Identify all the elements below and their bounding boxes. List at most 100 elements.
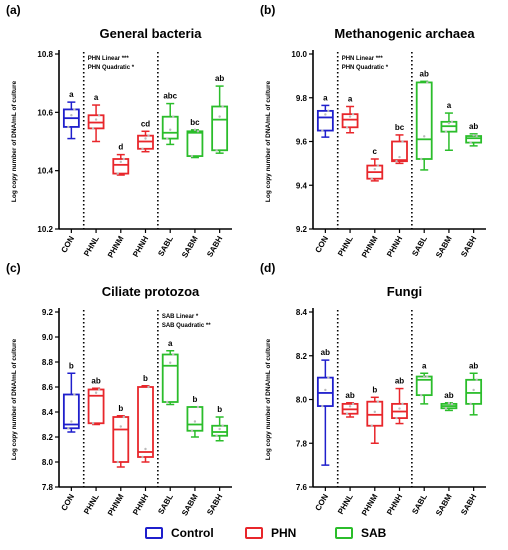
data-point: [345, 126, 349, 129]
data-point: [70, 113, 73, 117]
box-sabm: [440, 112, 458, 151]
box-iqr: [186, 130, 204, 157]
box-phnm: [112, 153, 130, 176]
x-tick-label: PHNM: [106, 234, 126, 259]
significance-annotation: PHN Quadratic *: [342, 65, 389, 71]
panel-title: Fungi: [387, 284, 422, 299]
box-phnm: [112, 415, 130, 468]
data-point: [141, 455, 144, 459]
data-point: [169, 128, 172, 131]
y-tick-label: 9.4: [296, 181, 308, 190]
y-tick-label: 8.0: [296, 396, 308, 405]
box-sabm: [186, 128, 204, 159]
significance-letter: a: [348, 95, 353, 104]
significance-letter: b: [118, 404, 123, 413]
x-tick-label: SABM: [434, 234, 454, 259]
box-iqr: [341, 113, 359, 129]
data-point: [447, 121, 451, 125]
x-tick-label: CON: [59, 492, 76, 512]
box-phnh: [391, 387, 408, 425]
data-point: [73, 393, 76, 396]
significance-letter: ab: [469, 122, 478, 131]
x-tick-label: CON: [313, 234, 330, 254]
box-sabl: [161, 102, 179, 146]
data-point: [469, 402, 472, 406]
data-point: [370, 177, 373, 180]
y-tick-label: 9.8: [296, 94, 308, 103]
significance-letter: d: [118, 143, 123, 152]
x-tick-label: PHNM: [360, 234, 380, 259]
box-iqr: [415, 81, 433, 160]
data-point: [321, 404, 324, 408]
y-tick-label: 8.2: [42, 433, 54, 442]
significance-letter: ab: [444, 391, 453, 400]
x-tick-label: SABH: [205, 234, 224, 258]
data-point: [196, 130, 200, 133]
box-phnl: [87, 387, 105, 426]
data-point: [376, 164, 379, 167]
y-tick-label: 7.8: [42, 483, 54, 492]
data-point: [395, 416, 398, 420]
significance-letter: a: [422, 361, 427, 370]
legend-swatch-phn: [245, 527, 263, 539]
x-tick-label: SABL: [156, 234, 175, 257]
x-tick-label: SABH: [459, 492, 478, 516]
x-tick-label: PHNH: [131, 492, 150, 516]
legend-label-phn: PHN: [271, 526, 297, 540]
data-point: [426, 81, 429, 84]
box-con: [316, 104, 334, 138]
panel-title: General bacteria: [100, 26, 203, 41]
y-axis-label: Log copy number of DNA/mL of culture: [11, 81, 18, 203]
box-sabh: [211, 85, 229, 154]
significance-annotation: PHN Linear ***: [88, 56, 130, 62]
significance-letter: ab: [91, 376, 100, 385]
data-point: [215, 434, 218, 437]
data-point: [196, 405, 200, 409]
data-point: [147, 134, 150, 137]
y-axis-label: Log copy number of DNA/mL of culture: [265, 81, 272, 203]
data-point: [324, 388, 327, 392]
x-tick-label: PHNL: [336, 234, 355, 257]
y-tick-label: 8.0: [42, 458, 54, 467]
box-iqr: [112, 416, 130, 463]
data-point: [190, 429, 194, 432]
data-point: [472, 388, 475, 392]
significance-letter: a: [69, 90, 74, 99]
y-tick-label: 10.8: [37, 50, 53, 59]
significance-letter: bc: [395, 123, 405, 132]
box-iqr: [316, 109, 334, 132]
data-point: [469, 141, 472, 144]
data-point: [420, 393, 423, 397]
significance-letter: ab: [215, 74, 224, 83]
panel-label: (d): [260, 261, 275, 275]
legend: Control PHN SAB: [0, 522, 508, 546]
data-point: [221, 424, 224, 427]
y-axis-label: Log copy number of DNA/mL of culture: [265, 339, 272, 461]
panel-title: Methanogenic archaea: [334, 26, 475, 41]
y-tick-label: 9.2: [296, 225, 308, 234]
x-tick-label: SABH: [459, 234, 478, 258]
data-point: [401, 402, 404, 406]
data-point: [91, 127, 95, 130]
box-phnl: [341, 402, 359, 418]
x-tick-label: SABL: [156, 492, 175, 515]
data-point: [444, 407, 448, 410]
data-point: [345, 412, 349, 415]
data-point: [450, 120, 454, 124]
y-tick-label: 7.8: [296, 439, 308, 448]
data-point: [475, 134, 478, 138]
data-point: [67, 125, 70, 129]
data-point: [472, 134, 475, 137]
panel-4: (d) Fungi Log copy number of DNA/mL of cul…: [260, 261, 486, 517]
box-sabl: [161, 350, 179, 406]
data-point: [420, 157, 423, 161]
data-point: [373, 167, 376, 171]
significance-letter: bc: [190, 118, 200, 127]
data-point: [395, 159, 398, 163]
significance-letter: a: [323, 93, 328, 102]
data-point: [218, 427, 221, 431]
box-sabh: [465, 133, 483, 147]
box-con: [62, 101, 80, 140]
legend-item-sab: SAB: [335, 524, 386, 542]
legend-label-sab: SAB: [361, 526, 387, 540]
